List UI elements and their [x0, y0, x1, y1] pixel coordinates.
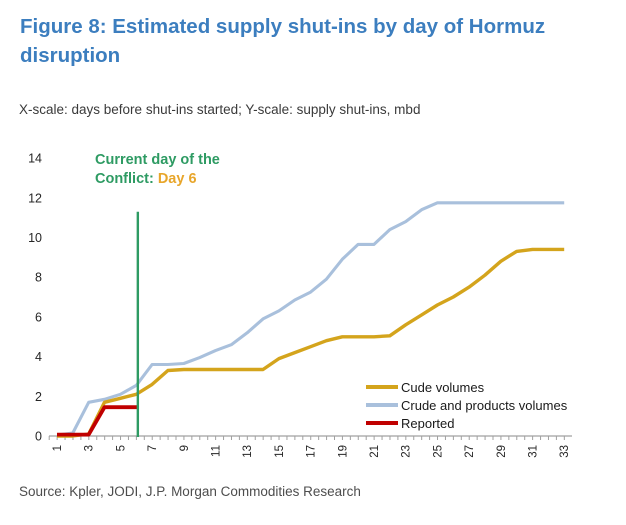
- chart-legend: Cude volumes Crude and products volumes …: [366, 378, 567, 432]
- legend-label-crude-and-products: Crude and products volumes: [401, 397, 568, 413]
- svg-text:8: 8: [35, 271, 42, 285]
- annotation-line2-prefix: Conflict:: [95, 171, 158, 188]
- svg-text:1: 1: [52, 445, 64, 451]
- svg-text:2: 2: [35, 390, 42, 404]
- svg-text:15: 15: [274, 445, 286, 458]
- legend-swatch-crude-volumes: [366, 385, 398, 389]
- svg-text:4: 4: [35, 350, 42, 364]
- axis-scale-description: X-scale: days before shut-ins started; Y…: [19, 102, 421, 117]
- svg-text:21: 21: [369, 445, 381, 458]
- svg-text:11: 11: [211, 445, 223, 457]
- legend-swatch-crude-and-products: [366, 403, 398, 407]
- svg-text:3: 3: [84, 445, 96, 451]
- svg-text:33: 33: [559, 445, 571, 458]
- current-day-annotation: Current day of the Conflict: Day 6: [95, 151, 220, 189]
- svg-text:29: 29: [496, 445, 508, 458]
- legend-label-crude-volumes: Cude volumes: [401, 379, 485, 395]
- svg-text:10: 10: [28, 231, 42, 245]
- legend-label-reported: Reported: [401, 415, 455, 431]
- legend-item-crude-and-products: Crude and products volumes: [366, 396, 567, 414]
- annotation-day-highlight: Day 6: [157, 171, 197, 188]
- svg-text:31: 31: [528, 445, 540, 458]
- svg-text:14: 14: [28, 152, 42, 166]
- legend-item-reported: Reported: [366, 414, 567, 432]
- legend-item-crude-volumes: Cude volumes: [366, 378, 567, 396]
- source-note: Source: Kpler, JODI, J.P. Morgan Commodi…: [19, 484, 361, 499]
- annotation-line1: Current day of the: [95, 152, 220, 168]
- svg-text:23: 23: [401, 445, 413, 458]
- chart: 0 2 4 6 8 10 12 14 1 3 5 7 9 11 13 15 17 19 21 23 25 27 29 31 33…: [0, 140, 626, 475]
- svg-text:12: 12: [28, 191, 42, 205]
- svg-text:13: 13: [242, 445, 254, 458]
- svg-text:25: 25: [432, 445, 444, 458]
- svg-text:17: 17: [306, 445, 318, 458]
- svg-text:6: 6: [35, 310, 42, 324]
- svg-text:19: 19: [337, 445, 349, 458]
- svg-text:7: 7: [147, 445, 159, 451]
- svg-text:9: 9: [179, 445, 191, 451]
- svg-text:5: 5: [115, 445, 127, 451]
- figure-title: Figure 8: Estimated supply shut-ins by d…: [20, 15, 546, 68]
- svg-text:27: 27: [464, 445, 476, 458]
- legend-swatch-reported: [366, 421, 398, 425]
- svg-text:0: 0: [35, 430, 42, 444]
